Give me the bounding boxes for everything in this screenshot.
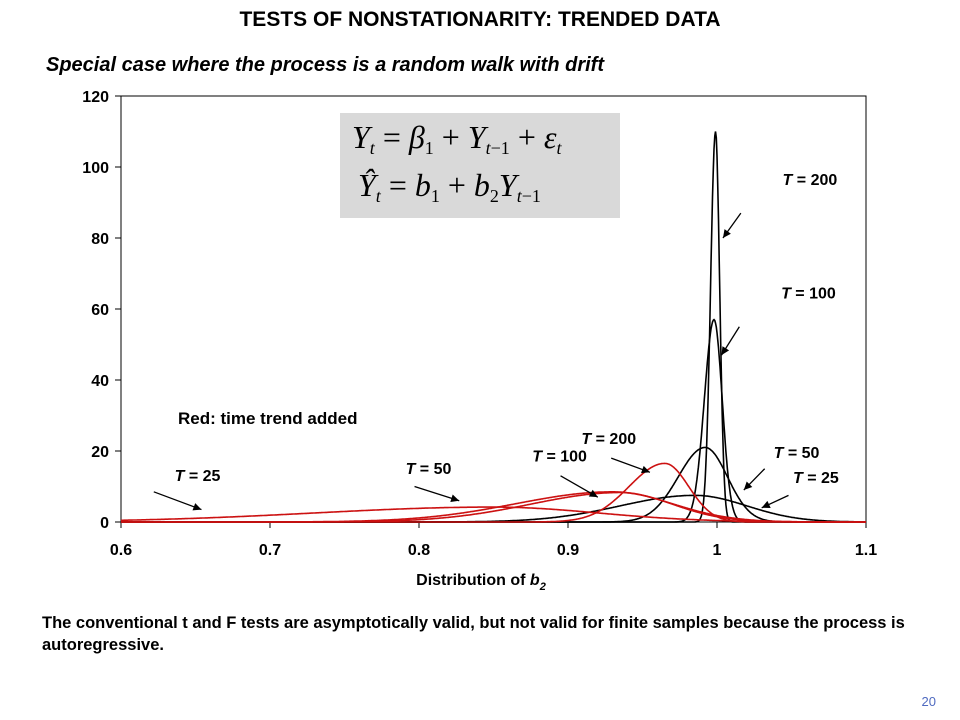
y-tick-label: 0 (100, 515, 109, 532)
label-arrow-head (743, 481, 753, 491)
y-tick-label: 120 (82, 89, 109, 106)
y-tick-label: 40 (91, 373, 109, 390)
slide-number: 20 (921, 694, 936, 709)
x-tick-label: 1 (713, 542, 722, 559)
label-arrow-head (721, 346, 730, 356)
x-tick-label: 0.6 (110, 542, 132, 559)
curve-label: T = 200 (783, 172, 838, 189)
label-arrow-head (640, 465, 650, 474)
curve-label: T = 100 (781, 285, 836, 302)
label-arrow-head (192, 503, 202, 511)
label-arrow-line (153, 491, 202, 511)
y-tick-label: 60 (91, 302, 109, 319)
curve-label: T = 50 (406, 461, 452, 478)
x-tick-label: 0.7 (259, 542, 281, 559)
equation-true-model: Yt = β1 + Yt−1 + εt (352, 119, 562, 158)
equation-panel: Yt = β1 + Yt−1 + εt Ŷt = b1 + b2Yt−1 (340, 113, 620, 218)
label-arrow-head (722, 229, 731, 238)
curve-label: T = 100 (532, 449, 587, 466)
x-tick-label: 0.8 (408, 542, 430, 559)
footnote-text: The conventional t and F tests are asymp… (42, 614, 905, 654)
trend-annotation: Red: time trend added (178, 409, 357, 428)
slide-title: TESTS OF NONSTATIONARITY: TRENDED DATA (239, 8, 721, 31)
label-arrow-head (588, 489, 598, 498)
y-tick-label: 100 (82, 160, 109, 177)
curve-label: T = 50 (774, 445, 820, 462)
slide-subtitle: Special case where the process is a rand… (46, 54, 604, 76)
y-tick-label: 20 (91, 444, 109, 461)
x-tick-label: 0.9 (557, 542, 579, 559)
equation-fitted-model: Ŷt = b1 + b2Yt−1 (358, 167, 541, 206)
label-arrow-head (761, 500, 771, 508)
curve-label: T = 200 (581, 431, 636, 448)
label-arrow-head (450, 494, 460, 502)
y-tick-label: 80 (91, 231, 109, 248)
x-tick-label: 1.1 (855, 542, 877, 559)
chart-curves (121, 131, 866, 523)
red-curve-t200 (121, 462, 866, 523)
curve-label: T = 25 (793, 470, 839, 487)
curve-label: T = 25 (175, 468, 221, 485)
x-axis-label: Distribution of b2 (416, 572, 546, 593)
